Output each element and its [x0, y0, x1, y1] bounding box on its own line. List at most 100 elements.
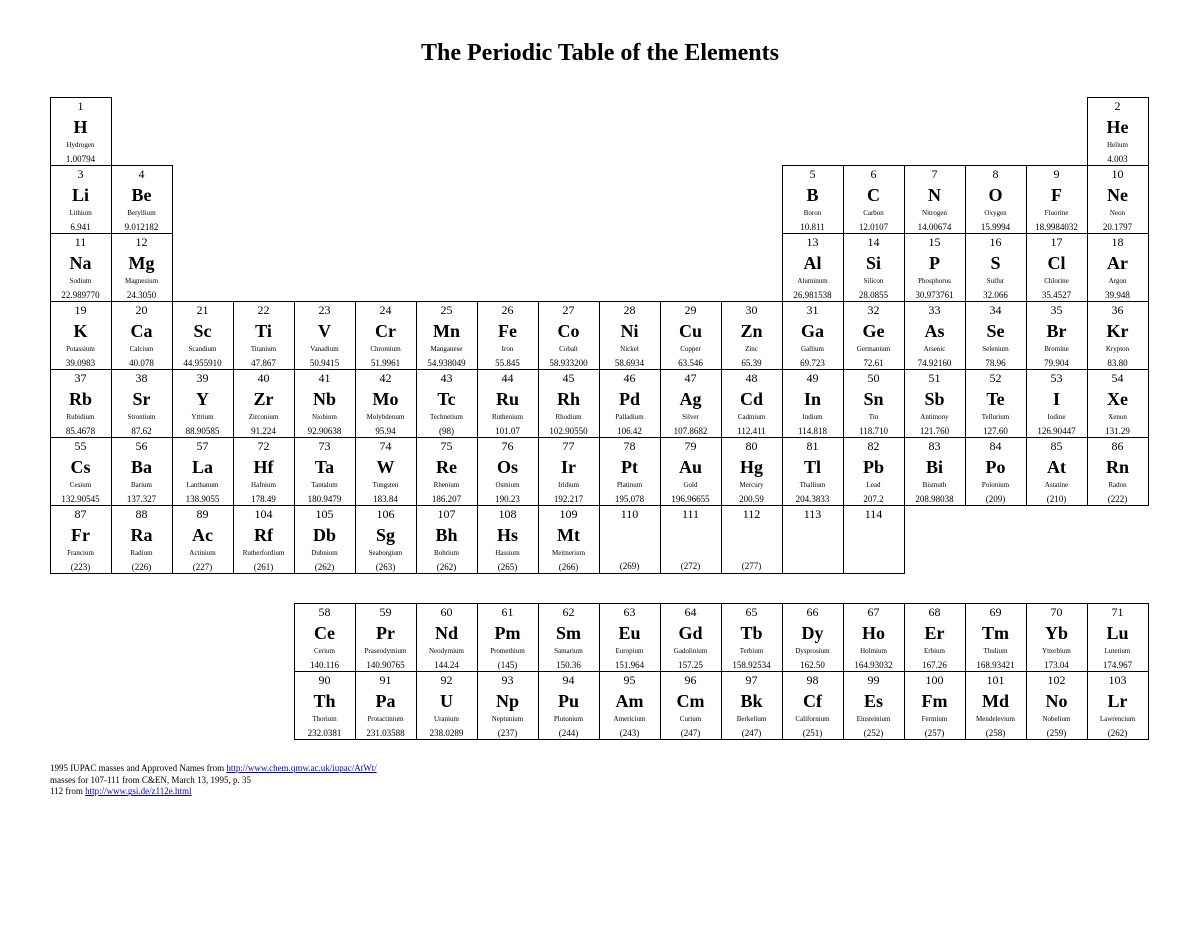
element-cell: 9FFluorine18.9984032 [1026, 165, 1088, 234]
element-name: Technetium [430, 414, 463, 421]
element-symbol: Lu [1106, 624, 1128, 642]
atomic-number: 98 [807, 674, 819, 686]
element-name: Gallium [801, 346, 824, 353]
element-symbol: Ho [862, 624, 885, 642]
atomic-mass: (226) [132, 563, 152, 572]
atomic-mass: (265) [498, 563, 518, 572]
element-name: Chlorine [1044, 278, 1069, 285]
element-name: Platinum [617, 482, 642, 489]
element-cell: 15PPhosphorus30.973761 [904, 233, 966, 302]
element-cell: 21ScScandium44.955910 [172, 301, 234, 370]
element-symbol: Rf [254, 526, 273, 544]
element-symbol: Lr [1108, 692, 1128, 710]
atomic-number: 88 [136, 508, 148, 520]
element-symbol: Ir [561, 458, 576, 476]
atomic-number: 50 [868, 372, 880, 384]
footnote-link[interactable]: http://www.chem.qmw.ac.uk/iupac/AtWt/ [226, 763, 376, 773]
element-cell: 35BrBromine79.904 [1026, 301, 1088, 370]
atomic-mass: (223) [71, 563, 91, 572]
atomic-mass: 4.003 [1107, 155, 1127, 164]
atomic-number: 38 [136, 372, 148, 384]
atomic-mass: 112.411 [737, 427, 766, 436]
element-name: Molybdenum [367, 414, 405, 421]
atomic-mass: 238.0289 [430, 729, 464, 738]
element-symbol: Sg [376, 526, 395, 544]
element-symbol: Cs [70, 458, 90, 476]
element-name: Selenium [982, 346, 1008, 353]
element-cell: 19KPotassium39.0983 [50, 301, 112, 370]
atomic-number: 81 [807, 440, 819, 452]
element-symbol: Xe [1107, 390, 1128, 408]
element-cell: 13AlAluminum26.981538 [782, 233, 844, 302]
element-symbol: Mg [129, 254, 155, 272]
atomic-number: 45 [563, 372, 575, 384]
element-name: Dubnium [311, 550, 337, 557]
element-symbol: Nb [313, 390, 336, 408]
element-name: Nickel [620, 346, 639, 353]
atomic-mass: 204.3833 [796, 495, 830, 504]
atomic-number: 22 [258, 304, 270, 316]
element-symbol: Ar [1107, 254, 1128, 272]
element-name: Barium [131, 482, 152, 489]
element-name: Protactinium [367, 716, 403, 723]
element-symbol: Ru [496, 390, 519, 408]
element-name: Lanthanum [187, 482, 219, 489]
atomic-mass: 1.00794 [66, 155, 95, 164]
element-cell: 3LiLithium6.941 [50, 165, 112, 234]
element-cell: 11NaSodium22.989770 [50, 233, 112, 302]
element-symbol: Po [986, 458, 1006, 476]
atomic-number: 107 [438, 508, 456, 520]
element-symbol: Bi [926, 458, 943, 476]
element-symbol: Be [132, 186, 152, 204]
element-cell: 30ZnZinc65.39 [721, 301, 783, 370]
element-name: Antimony [920, 414, 948, 421]
element-symbol: Hf [254, 458, 274, 476]
element-name: Rutherfordium [243, 550, 285, 557]
atomic-number: 28 [624, 304, 636, 316]
element-name: Europium [616, 648, 644, 655]
atomic-number: 102 [1048, 674, 1066, 686]
element-name: Neodymium [429, 648, 464, 655]
footnote-link[interactable]: http://www.gsi.de/z112e.html [85, 786, 191, 796]
atomic-number: 67 [868, 606, 880, 618]
element-name: Ruthenium [492, 414, 523, 421]
element-name: Cerium [314, 648, 335, 655]
element-symbol: Cr [375, 322, 396, 340]
atomic-mass: 158.92534 [732, 661, 770, 670]
element-symbol: Gd [678, 624, 702, 642]
element-symbol: La [192, 458, 213, 476]
atomic-number: 2 [1115, 100, 1121, 112]
element-cell: 68ErErbium167.26 [904, 603, 966, 672]
atomic-number: 97 [746, 674, 758, 686]
atomic-mass: 121.760 [920, 427, 949, 436]
element-name: Promethium [490, 648, 525, 655]
footnote-text: masses for 107-111 from C&EN, March 13, … [50, 775, 251, 785]
atomic-number: 63 [624, 606, 636, 618]
element-cell: 58CeCerium140.116 [294, 603, 356, 672]
atomic-mass: 118.710 [859, 427, 888, 436]
atomic-number: 61 [502, 606, 514, 618]
atomic-mass: (261) [254, 563, 274, 572]
element-name: Rhenium [434, 482, 460, 489]
element-cell: 82PbLead207.2 [843, 437, 905, 506]
atomic-mass: (251) [803, 729, 823, 738]
element-name: Lutetium [1105, 648, 1131, 655]
element-cell: 50SnTin118.710 [843, 369, 905, 438]
element-symbol: Pb [863, 458, 884, 476]
element-symbol: O [988, 186, 1002, 204]
element-name: Bismuth [923, 482, 947, 489]
atomic-mass: 40.078 [129, 359, 154, 368]
element-cell: 102NoNobelium(259) [1026, 671, 1088, 740]
atomic-mass: 26.981538 [793, 291, 831, 300]
element-name: Cesium [70, 482, 91, 489]
atomic-number: 1 [78, 100, 84, 112]
atomic-number: 87 [75, 508, 87, 520]
element-cell: 44RuRuthenium101.07 [477, 369, 539, 438]
atomic-number: 11 [75, 236, 87, 248]
element-symbol: Kr [1107, 322, 1129, 340]
atomic-number: 70 [1051, 606, 1063, 618]
element-cell: 70YbYtterbium173.04 [1026, 603, 1088, 672]
atomic-mass: 106.42 [617, 427, 642, 436]
atomic-number: 48 [746, 372, 758, 384]
element-name: Francium [67, 550, 94, 557]
